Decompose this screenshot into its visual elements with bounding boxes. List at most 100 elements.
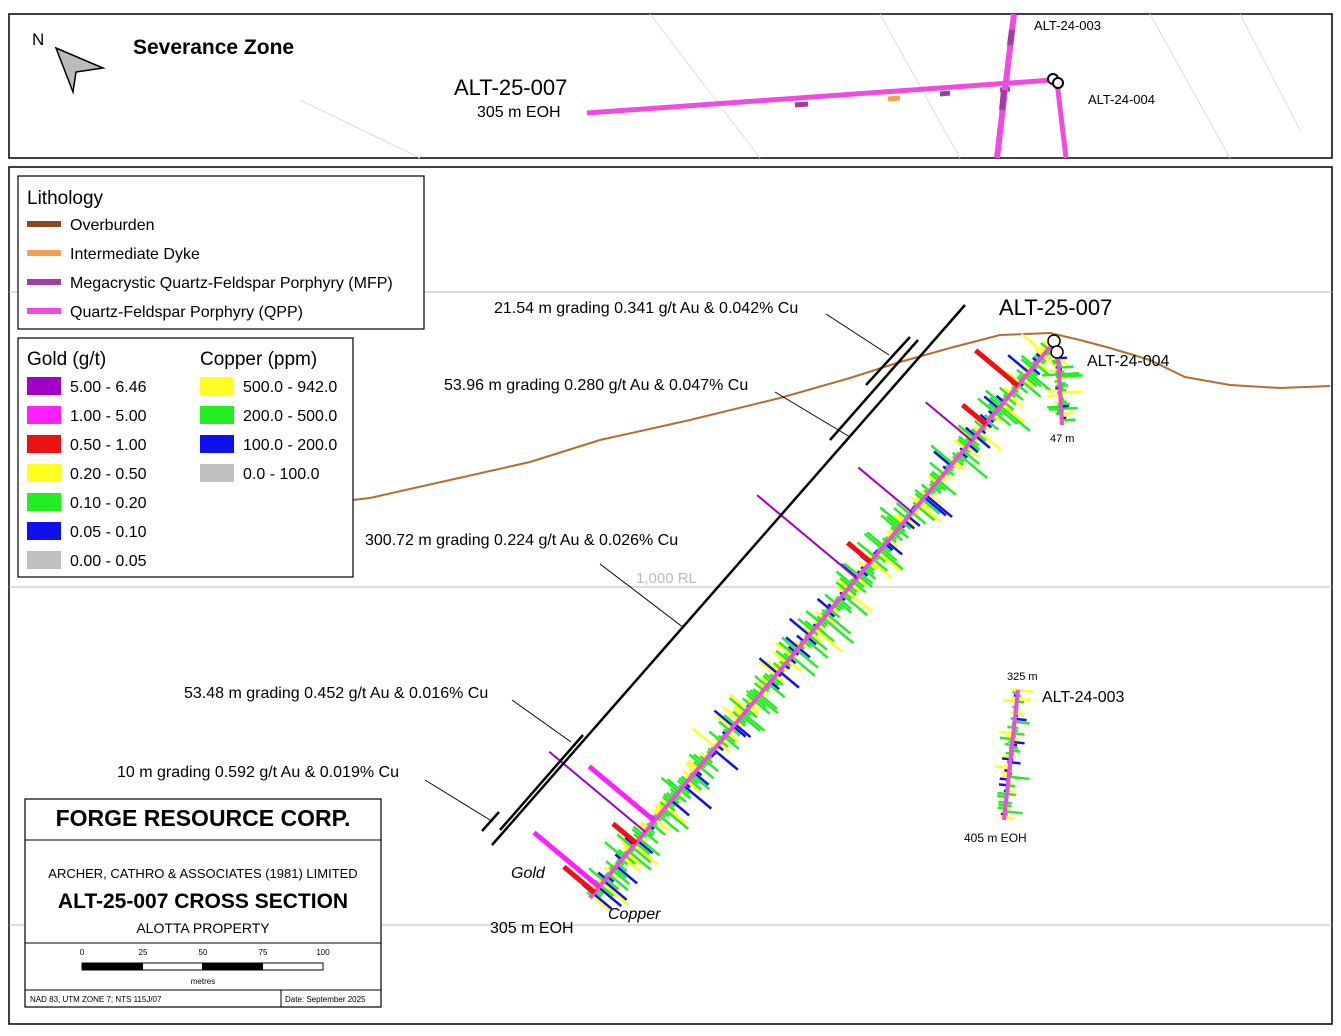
copper-assay-bar bbox=[925, 494, 953, 518]
lithology-title: Lithology bbox=[27, 188, 104, 209]
north-label: N bbox=[32, 30, 44, 49]
gold-assay-bar bbox=[632, 825, 644, 836]
copper-assay-bar bbox=[1003, 401, 1015, 411]
high-grade-gold-bar bbox=[548, 751, 646, 833]
high-grade-gold-bar bbox=[587, 764, 657, 823]
lithology-swatch bbox=[27, 250, 61, 256]
gold-assay-bar bbox=[775, 649, 789, 662]
collar-icon bbox=[1047, 334, 1061, 348]
company-name: FORGE RESOURCE CORP. bbox=[56, 805, 351, 831]
scale-unit: metres bbox=[191, 977, 215, 986]
gold-assay-bar bbox=[836, 578, 850, 590]
copper-assay-bar bbox=[927, 492, 943, 506]
collar-icon bbox=[1050, 345, 1064, 359]
gold-assay-bar bbox=[984, 389, 1004, 406]
copper-assay-bar bbox=[937, 479, 957, 496]
copper-assay-bar bbox=[759, 693, 778, 710]
main-eoh-label: 305 m EOH bbox=[490, 920, 574, 937]
intercept-label: 300.72 m grading 0.224 g/t Au & 0.026% C… bbox=[365, 532, 678, 549]
copper-assay-bar bbox=[732, 725, 747, 738]
copper-assay-bar bbox=[743, 712, 766, 732]
lithology-item-label: Megacrystic Quartz-Feldspar Porphyry (MF… bbox=[70, 275, 393, 292]
copper-assay-bar bbox=[886, 541, 903, 556]
copper-assay-bar bbox=[1004, 810, 1023, 815]
gold-assay-bar bbox=[1005, 370, 1021, 384]
copper-assay-bar bbox=[1001, 403, 1025, 423]
gold-assay-bar bbox=[886, 515, 901, 529]
gold-assay-bar bbox=[989, 396, 1002, 408]
intercept-label: 53.96 m grading 0.280 g/t Au & 0.047% Cu bbox=[444, 377, 748, 394]
intercept-bar bbox=[481, 811, 500, 832]
intercept-bar bbox=[829, 339, 919, 441]
scale-tick: 100 bbox=[316, 948, 330, 957]
intercept-bar bbox=[865, 336, 911, 386]
inset-hole-004 bbox=[1054, 81, 1069, 159]
gold-assay-bar bbox=[688, 753, 703, 766]
copper-assay-bar bbox=[1058, 371, 1080, 376]
property-name: ALOTTA PROPERTY bbox=[136, 920, 270, 936]
gold-assay-bar bbox=[685, 761, 697, 772]
gold-assay-bar bbox=[953, 439, 966, 450]
copper-assay-bar bbox=[682, 784, 713, 810]
copper-assay-bar bbox=[808, 634, 828, 651]
gold-swatch bbox=[27, 406, 61, 424]
copper-assay-bar bbox=[1008, 394, 1024, 409]
gold-assay-bar bbox=[781, 636, 798, 652]
copper-assay-bar bbox=[863, 568, 877, 580]
copper-assay-bar bbox=[1027, 371, 1053, 393]
leader-lines bbox=[424, 313, 890, 821]
copper-assay-bar bbox=[859, 572, 874, 585]
gold-assay-bar bbox=[1003, 698, 1017, 703]
copper-assay-bar bbox=[1035, 362, 1050, 376]
gold-assay-bar bbox=[914, 488, 926, 499]
lithology-swatch bbox=[27, 279, 61, 285]
inset-hole-trace bbox=[586, 77, 1054, 116]
gold-assay-bar bbox=[835, 581, 848, 592]
copper-assay-bar bbox=[723, 735, 740, 751]
intercept-bars bbox=[481, 304, 966, 846]
gold-assay-bar bbox=[1048, 407, 1062, 411]
copper-assay-bar bbox=[815, 625, 835, 643]
copper-swatch bbox=[200, 377, 234, 395]
high-grade-gold-bar bbox=[562, 864, 597, 895]
hole-003-eoh: 405 m EOH bbox=[964, 831, 1027, 845]
copper-swatch bbox=[200, 464, 234, 482]
copper-assay-bar bbox=[1016, 697, 1031, 702]
copper-assay-bar bbox=[626, 852, 643, 867]
gold-side-label: Gold bbox=[511, 865, 546, 882]
intercept-label: 10 m grading 0.592 g/t Au & 0.019% Cu bbox=[117, 764, 399, 781]
plan-inset: N Severance Zone ALT-25-007 305 m EOH AL… bbox=[8, 13, 1333, 159]
copper-assay-bar bbox=[628, 850, 652, 871]
copper-assay-bar bbox=[636, 839, 654, 855]
copper-range-label: 200.0 - 500.0 bbox=[243, 408, 337, 425]
copper-assay-bar bbox=[994, 411, 1012, 427]
gold-assay-bar bbox=[692, 753, 705, 764]
gold-assay-bar bbox=[686, 759, 699, 770]
copper-assay-bar bbox=[810, 632, 824, 644]
copper-assay-bar bbox=[603, 880, 628, 901]
gold-assay-bar bbox=[977, 397, 996, 414]
lithology-swatch bbox=[27, 308, 61, 314]
gold-assay-bar bbox=[895, 502, 912, 516]
gold-range-label: 0.20 - 0.50 bbox=[70, 466, 147, 483]
gold-assay-bar bbox=[588, 867, 605, 883]
gold-assay-bar bbox=[893, 507, 908, 520]
gold-assay-bar bbox=[788, 617, 811, 637]
copper-assay-bar bbox=[718, 742, 731, 754]
gold-assay-bar bbox=[983, 395, 1000, 410]
copper-assay-bar bbox=[1008, 775, 1030, 781]
copper-assay-bar bbox=[822, 617, 855, 645]
collar-icon bbox=[1052, 77, 1064, 89]
inset-title: Severance Zone bbox=[133, 36, 294, 59]
gold-assay-bar bbox=[879, 506, 903, 526]
copper-assay-bar bbox=[796, 649, 819, 669]
copper-assay-bar bbox=[635, 841, 651, 856]
gold-assay-bar bbox=[964, 426, 977, 437]
hole-label-main: ALT-25-007 bbox=[999, 295, 1112, 320]
intercept-label: 53.48 m grading 0.452 g/t Au & 0.016% Cu bbox=[184, 685, 488, 702]
high-grade-gold-bar bbox=[973, 348, 1020, 388]
gold-swatch bbox=[27, 493, 61, 511]
lithology-item-label: Overburden bbox=[70, 217, 155, 234]
copper-assay-bar bbox=[686, 780, 702, 794]
scale-bar: 0 25 50 75 100 metres bbox=[80, 948, 330, 986]
